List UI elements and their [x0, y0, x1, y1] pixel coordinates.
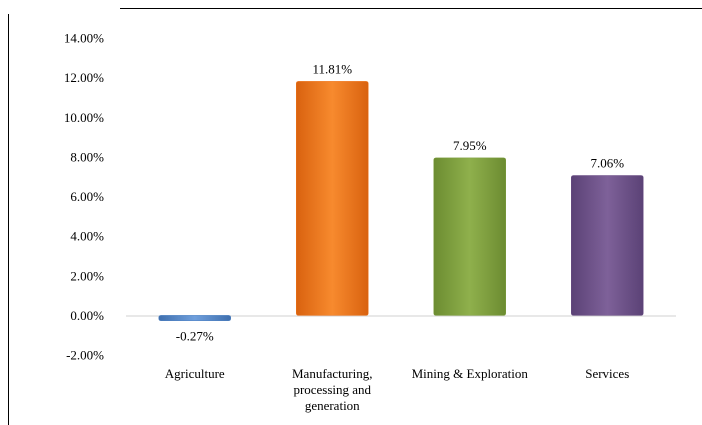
y-tick-label: 10.00% — [64, 110, 104, 125]
bar — [433, 157, 506, 316]
category-label: processing and — [293, 382, 371, 397]
category-labels: Agriculture Manufacturing,processing andg… — [165, 366, 629, 413]
category-label: Manufacturing, — [292, 366, 373, 381]
data-label: 7.95% — [453, 138, 487, 153]
category-label: Services — [585, 366, 629, 381]
y-tick-label: -2.00% — [66, 348, 104, 363]
y-tick-label: 12.00% — [64, 70, 104, 85]
bars — [158, 81, 644, 321]
bar — [158, 315, 231, 321]
data-labels: -0.27% 11.81% 7.95% 7.06% — [176, 61, 624, 343]
category-label: generation — [305, 398, 360, 413]
y-tick-label: 4.00% — [70, 229, 104, 244]
category-label: Mining & Exploration — [412, 366, 529, 381]
data-label: 7.06% — [590, 155, 624, 170]
y-tick-label: 8.00% — [70, 149, 104, 164]
y-axis: 14.00% 12.00% 10.00% 8.00% 6.00% 4.00% 2.00% 0.… — [64, 31, 104, 363]
y-tick-label: 0.00% — [70, 308, 104, 323]
category-label: Agriculture — [165, 366, 225, 381]
data-label: -0.27% — [176, 329, 214, 344]
bar — [571, 175, 644, 316]
y-tick-label: 6.00% — [70, 189, 104, 204]
bar — [296, 81, 369, 316]
data-label: 11.81% — [312, 61, 352, 76]
y-tick-label: 14.00% — [64, 31, 104, 46]
y-tick-label: 2.00% — [70, 268, 104, 283]
